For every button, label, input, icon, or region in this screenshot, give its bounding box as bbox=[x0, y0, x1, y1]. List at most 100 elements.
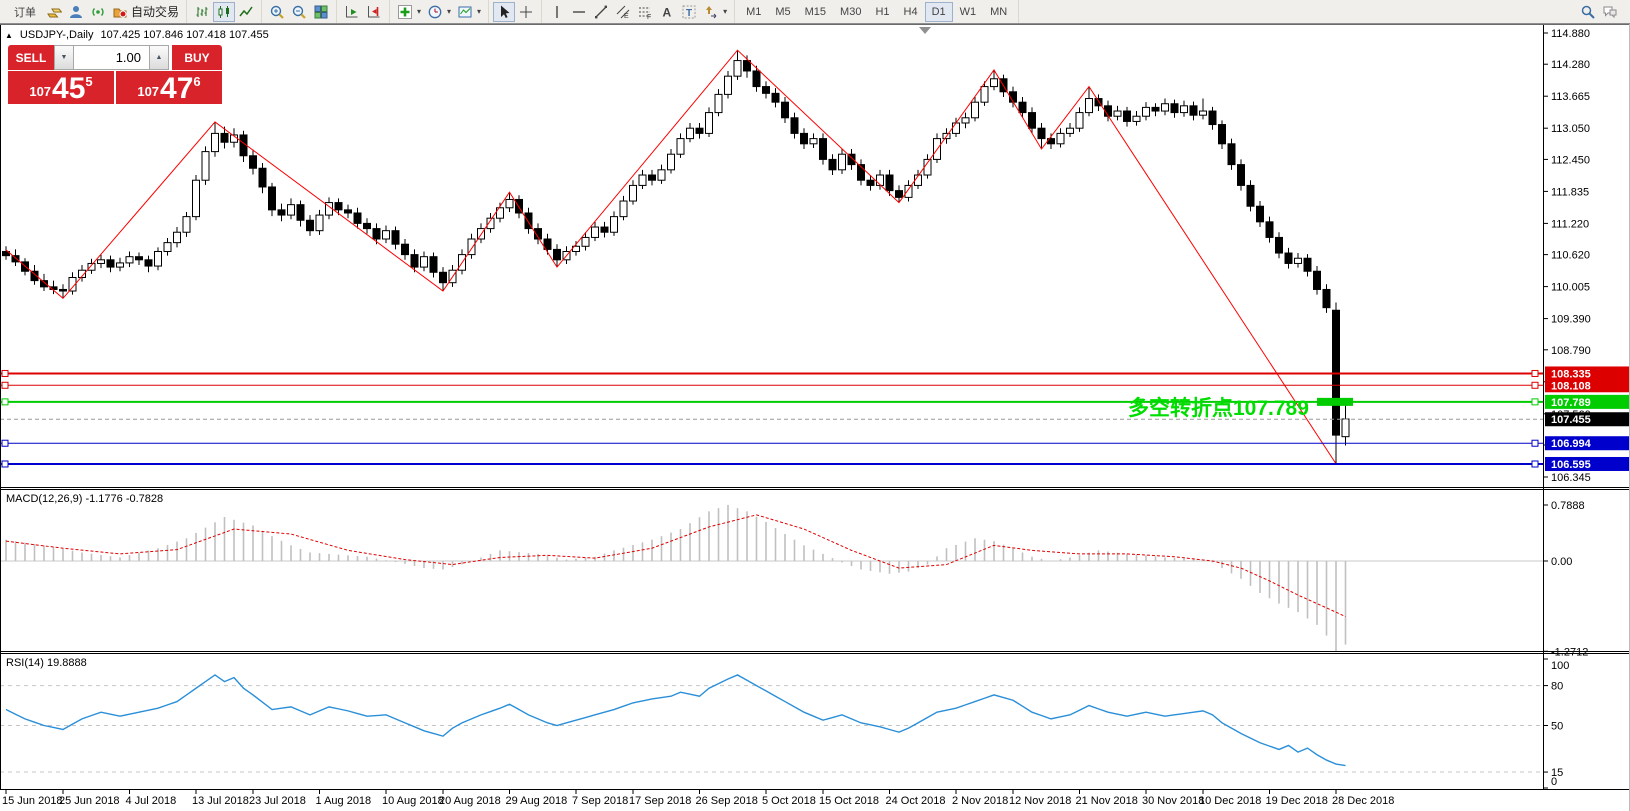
search-button[interactable] bbox=[1577, 2, 1599, 22]
chat-icon bbox=[1603, 6, 1617, 18]
one-click-trading-panel: SELL ▼ 1.00 ▲ BUY 107 45 5 107 47 6 bbox=[8, 45, 222, 104]
indicators-button[interactable]: ▾ bbox=[394, 2, 424, 22]
hline-108.335[interactable] bbox=[0, 369, 1543, 377]
volume-input[interactable]: 1.00 bbox=[74, 45, 149, 70]
text-button[interactable]: A bbox=[656, 2, 678, 22]
timeframe-h4-label: H4 bbox=[903, 5, 918, 18]
tile-windows-button[interactable] bbox=[310, 2, 332, 22]
equidistant-channel-button[interactable]: E bbox=[612, 2, 634, 22]
svg-text:50: 50 bbox=[1551, 721, 1563, 733]
profiles-button[interactable] bbox=[65, 2, 87, 22]
timeframe-m30[interactable]: M30 bbox=[833, 2, 868, 22]
timeframe-m15[interactable]: M15 bbox=[798, 2, 833, 22]
timeframe-h4[interactable]: H4 bbox=[897, 2, 925, 22]
gold-icon bbox=[47, 8, 62, 17]
bars-icon bbox=[196, 6, 208, 17]
svg-text:106.595: 106.595 bbox=[1551, 459, 1591, 471]
timeframe-h1[interactable]: H1 bbox=[868, 2, 896, 22]
price-chart[interactable]: 114.880 114.280 113.665 113.050 112.450 111.8… bbox=[0, 24, 1630, 811]
horizontal-line-button[interactable] bbox=[568, 2, 590, 22]
svg-text:26 Sep 2018: 26 Sep 2018 bbox=[696, 795, 758, 807]
chart-shift-button[interactable] bbox=[363, 2, 385, 22]
dropdown-caret-icon[interactable]: ▾ bbox=[723, 7, 728, 16]
charts-button[interactable] bbox=[43, 2, 65, 22]
hline-thick-marker bbox=[1317, 397, 1353, 406]
dropdown-caret-icon[interactable]: ▾ bbox=[417, 7, 422, 16]
signals-button[interactable] bbox=[87, 2, 109, 22]
arrows-button[interactable]: ▾ bbox=[700, 2, 730, 22]
toolbar-group: M1 M5 M15 M30 H1 H4 D1 W1 MN bbox=[735, 0, 1020, 23]
svg-text:F: F bbox=[647, 14, 651, 20]
cursor-icon bbox=[501, 5, 510, 18]
sell-price-display[interactable]: 107 45 5 bbox=[8, 71, 114, 104]
text-label-button[interactable]: T bbox=[678, 2, 700, 22]
autotrading-button[interactable]: 自动交易 bbox=[109, 2, 182, 22]
crosshair-button[interactable] bbox=[515, 2, 537, 22]
buy-price-display[interactable]: 107 47 6 bbox=[116, 71, 222, 104]
trendline-button[interactable] bbox=[590, 2, 612, 22]
candlestick-chart-button[interactable] bbox=[213, 1, 236, 22]
timeframe-d1-label: D1 bbox=[931, 5, 946, 18]
svg-text:29 Aug 2018: 29 Aug 2018 bbox=[506, 795, 568, 807]
timeframe-d1[interactable]: D1 bbox=[924, 1, 953, 22]
bar-chart-button[interactable] bbox=[191, 2, 213, 22]
dropdown-caret-icon[interactable]: ▾ bbox=[477, 7, 482, 16]
macd-signal-line bbox=[5, 514, 1346, 618]
timeframe-m15-label: M15 bbox=[804, 5, 827, 18]
templates-button[interactable]: ▾ bbox=[454, 2, 484, 22]
sell-button[interactable]: SELL bbox=[8, 45, 54, 70]
hline-106.595[interactable] bbox=[0, 460, 1543, 468]
svg-text:T: T bbox=[686, 8, 692, 19]
hline-108.108[interactable] bbox=[0, 381, 1543, 389]
line-chart-button[interactable] bbox=[235, 2, 257, 22]
vertical-line-button[interactable] bbox=[546, 2, 568, 22]
price-label-106.595 bbox=[1545, 456, 1629, 471]
volume-decrease-button[interactable]: ▼ bbox=[54, 45, 74, 70]
svg-text:111.220: 111.220 bbox=[1551, 218, 1589, 230]
autotrading-button-label: 自动交易 bbox=[131, 5, 180, 19]
buy-price-pips: 47 bbox=[160, 72, 194, 105]
fibonacci-button[interactable]: F bbox=[634, 2, 656, 22]
timeframe-m1[interactable]: M1 bbox=[739, 2, 768, 22]
search-icon bbox=[1581, 5, 1595, 19]
zoom-out-button[interactable] bbox=[288, 2, 310, 22]
hline-106.994[interactable] bbox=[0, 439, 1543, 447]
dropdown-caret-icon[interactable]: ▾ bbox=[447, 7, 452, 16]
volume-increase-button[interactable]: ▲ bbox=[149, 45, 169, 70]
buy-price-handle: 107 bbox=[137, 84, 160, 99]
svg-text:114.880: 114.880 bbox=[1551, 28, 1590, 40]
svg-text:0.7888: 0.7888 bbox=[1551, 500, 1585, 512]
new-order-button[interactable]: 订单 bbox=[7, 2, 43, 22]
svg-text:108.790: 108.790 bbox=[1551, 345, 1591, 357]
svg-text:A: A bbox=[663, 5, 672, 19]
svg-text:-1.2712: -1.2712 bbox=[1551, 646, 1588, 658]
textT-icon: T bbox=[682, 5, 696, 19]
svg-text:110.005: 110.005 bbox=[1551, 282, 1590, 294]
record-icon bbox=[113, 8, 127, 17]
zoom-in-button[interactable] bbox=[266, 2, 288, 22]
chart-window: 114.880 114.280 113.665 113.050 112.450 111.8… bbox=[0, 24, 1630, 811]
svg-text:19 Dec 2018: 19 Dec 2018 bbox=[1266, 795, 1328, 807]
periods-button[interactable]: ▾ bbox=[424, 2, 454, 22]
cursor-button[interactable] bbox=[493, 1, 516, 22]
svg-text:106.345: 106.345 bbox=[1551, 472, 1591, 484]
chat-button[interactable] bbox=[1599, 2, 1621, 22]
chart-shift-marker[interactable] bbox=[919, 27, 931, 34]
timeframe-w1[interactable]: W1 bbox=[953, 2, 984, 22]
svg-text:107.455: 107.455 bbox=[1551, 414, 1591, 426]
hline-107.789[interactable] bbox=[0, 397, 1543, 406]
svg-text:106.994: 106.994 bbox=[1551, 438, 1592, 450]
buy-button[interactable]: BUY bbox=[172, 45, 222, 70]
timeframe-m5[interactable]: M5 bbox=[768, 2, 797, 22]
svg-text:23 Jul 2018: 23 Jul 2018 bbox=[249, 795, 306, 807]
zoomout-icon bbox=[292, 5, 306, 19]
chartshift-icon bbox=[368, 5, 380, 17]
timeframe-mn[interactable]: MN bbox=[983, 2, 1014, 22]
auto-scroll-button[interactable] bbox=[341, 2, 363, 22]
toolbar-group bbox=[187, 0, 263, 23]
svg-text:13 Jul 2018: 13 Jul 2018 bbox=[192, 795, 249, 807]
fibo-icon: F bbox=[639, 7, 651, 20]
buy-price-point: 6 bbox=[193, 74, 201, 89]
zoomin-icon bbox=[270, 5, 284, 19]
main-toolbar: 订单 自动交易 ▾ ▾ ▾ E F A T ▾ M1 M5 M15 M30 H1 H4 D1 W1 MN bbox=[0, 0, 1630, 24]
